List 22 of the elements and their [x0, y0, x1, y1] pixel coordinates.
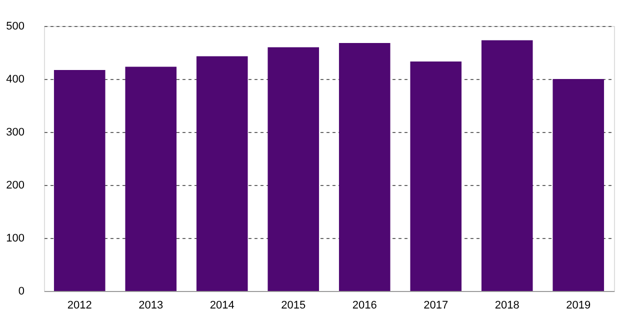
x-tick-label: 2016 — [352, 300, 377, 312]
bar — [196, 56, 248, 291]
bar — [125, 66, 177, 291]
bar — [338, 42, 390, 291]
bar — [481, 40, 533, 291]
bar — [410, 62, 462, 291]
x-tick-label: 2017 — [424, 300, 448, 312]
y-tick-label: 500 — [6, 20, 24, 32]
x-tick-label: 2015 — [281, 300, 306, 312]
bar — [54, 70, 106, 291]
y-tick-label: 100 — [6, 232, 24, 244]
x-tick-label: 2012 — [67, 300, 92, 312]
x-tick-label: 2018 — [494, 300, 520, 312]
x-tick-label: 2019 — [566, 300, 591, 312]
x-tick-label: 2014 — [210, 300, 234, 312]
y-tick-label: 400 — [6, 74, 24, 86]
bar — [552, 79, 604, 291]
y-tick-label: 300 — [6, 126, 24, 138]
x-tick-label: 2013 — [138, 300, 164, 312]
y-tick-label: 0 — [18, 286, 24, 298]
y-tick-label: 200 — [6, 180, 24, 192]
bar — [268, 47, 320, 291]
